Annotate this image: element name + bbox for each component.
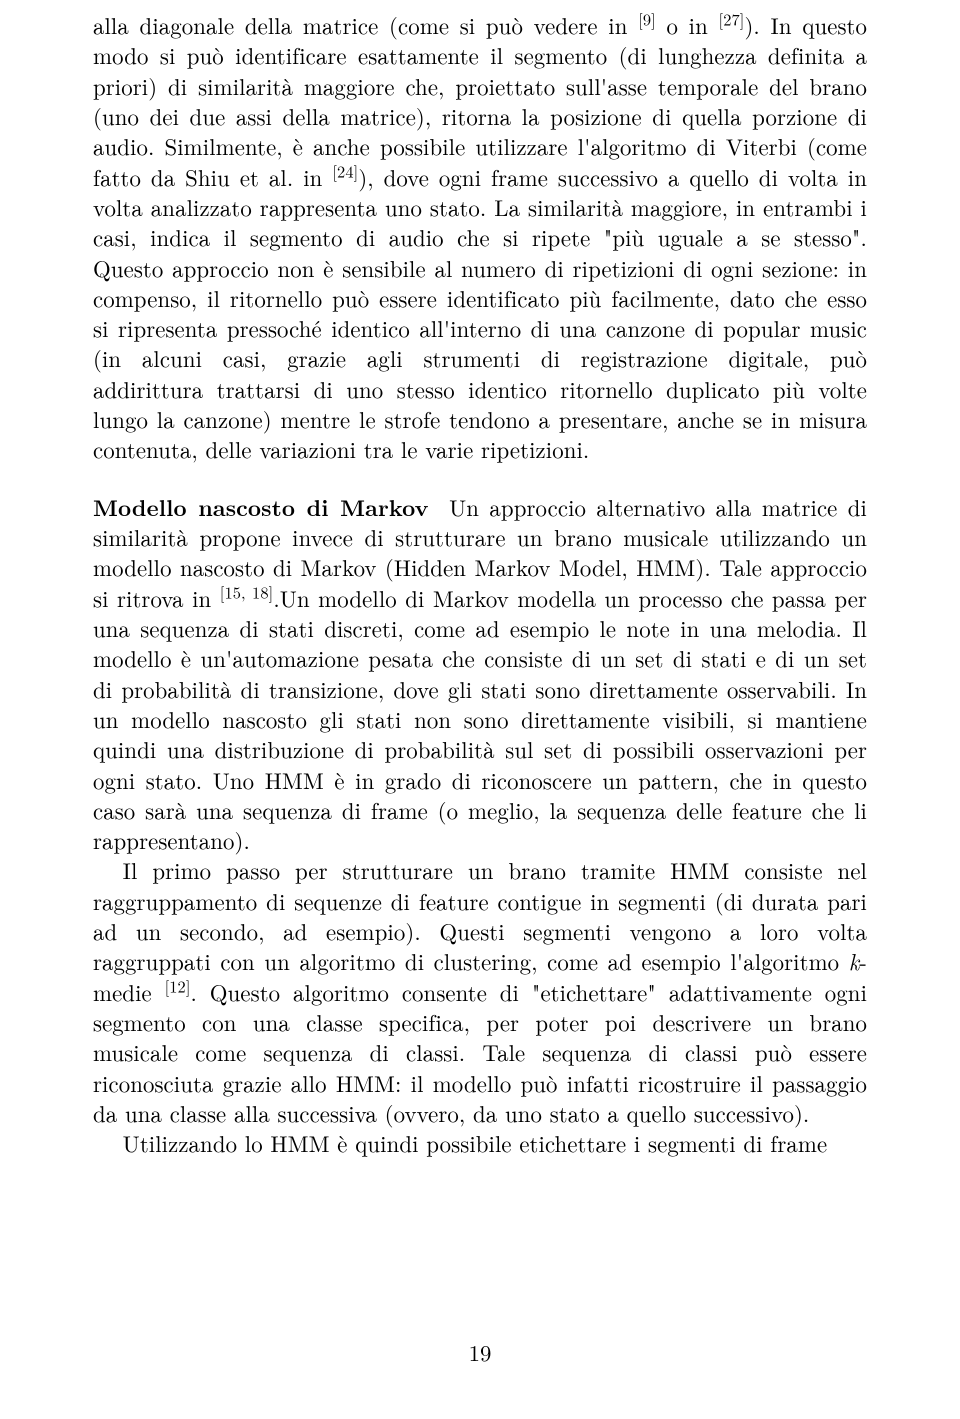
paragraph-1: alla diagonale della matrice (come si pu… [93,10,867,465]
body-text: ), dove ogni frame successivo a quello d… [93,160,867,466]
body-text: alla diagonale della matrice (come si pu… [93,8,638,41]
citation-15-18: [15, 18] [220,580,274,603]
body-text: Il primo passo per strutturare un brano … [93,853,867,977]
citation-9: [9] [638,7,656,30]
section-heading-markov: Modello nascosto di Markov [93,490,449,523]
italic-k: k [849,944,860,977]
paragraph-3: Il primo passo per strutturare un brano … [93,855,867,1128]
body-text: .Un modello di Markov modella un process… [93,581,867,857]
paragraph-2: Modello nascosto di MarkovUn approccio a… [93,492,867,856]
paragraph-4: Utilizzando lo HMM è quindi possibile et… [93,1128,867,1158]
page-container: alla diagonale della matrice (come si pu… [0,0,960,1419]
citation-12: [12] [165,974,191,997]
page-number: 19 [0,1335,960,1368]
body-text: o in [656,8,719,41]
body-text: Utilizzando lo HMM è quindi possibile et… [123,1126,828,1159]
citation-27: [27] [719,7,745,30]
citation-24: [24] [332,159,358,182]
body-text: . Questo algoritmo consente di "etichett… [93,975,867,1129]
paragraph-gap [93,465,867,492]
